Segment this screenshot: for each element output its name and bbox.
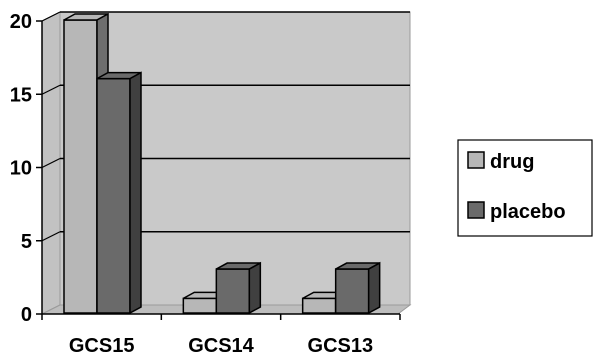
bar-front [301,297,337,314]
y-tick-label: 0 [21,304,32,326]
legend-swatch-placebo [467,201,485,219]
legend-label-drug: drug [490,151,534,173]
x-axis-labels: GCS15 GCS14 GCS13 [69,335,373,357]
y-tick-label: 10 [10,158,32,180]
bar-side [248,261,262,315]
gridline-side [41,11,61,22]
gridline-side [41,157,61,169]
bar-front [334,268,370,314]
bar-front [63,19,98,314]
bar-front [215,268,251,314]
legend: drug placebo [457,139,593,237]
bar-side [367,261,381,315]
legend-label-placebo: placebo [490,201,566,223]
bar-front [96,77,131,314]
bar-placebo-GCS14 [215,261,262,315]
y-tick-label: 5 [21,231,32,253]
x-tick-label: GCS13 [308,335,374,357]
bar-side [129,71,142,315]
gridline-side [41,231,61,242]
bar-placebo-GCS15 [96,71,142,315]
bars [63,12,381,315]
bar-front [182,297,218,314]
x-tick-label: GCS15 [69,335,135,357]
gridline-side [41,84,61,95]
y-tick-label: 20 [10,11,32,33]
legend-swatch-drug [467,151,485,169]
y-axis-ticks: 0 5 10 15 20 [10,11,42,326]
x-tick-label: GCS14 [188,335,254,357]
bar-placebo-GCS13 [334,261,381,315]
y-tick-label: 15 [10,84,32,106]
